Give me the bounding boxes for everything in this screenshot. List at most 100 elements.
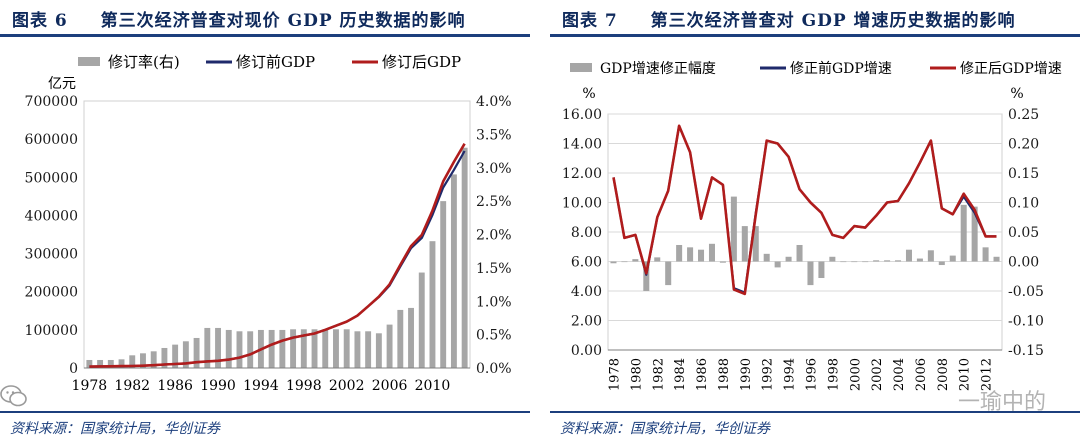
- bar: [873, 260, 880, 262]
- x-tick-label: 1998: [826, 358, 841, 391]
- bar: [763, 253, 770, 262]
- y-right-tick-label: 0.25: [1008, 107, 1039, 123]
- x-tick-label: 1996: [804, 358, 819, 391]
- y-left-unit: 亿元: [48, 76, 76, 92]
- figure-7-source: 资料来源：国家统计局，华创证券: [560, 421, 770, 437]
- bar: [440, 201, 447, 368]
- y-left-tick-label: 300000: [25, 247, 78, 263]
- bar: [375, 333, 382, 368]
- y-left-tick-label: 12.00: [562, 166, 602, 182]
- bar: [982, 247, 989, 262]
- bar: [97, 359, 104, 368]
- y-right-tick-label: -0.10: [1008, 314, 1044, 330]
- y-left-tick-label: 700000: [25, 94, 78, 110]
- bar: [621, 261, 628, 263]
- bar: [884, 260, 891, 262]
- bar: [632, 259, 639, 262]
- y-left-tick-label: 2.00: [571, 314, 602, 330]
- figure-6-label: 图表 6: [12, 11, 68, 31]
- y-left-tick-label: 200000: [25, 285, 78, 301]
- bar: [905, 249, 912, 262]
- bar: [829, 256, 836, 262]
- x-tick-label: 2010: [958, 358, 973, 391]
- x-tick-label: 2002: [870, 358, 885, 391]
- bar: [322, 329, 329, 368]
- bar: [343, 329, 350, 368]
- bar: [408, 307, 414, 368]
- bar: [300, 329, 307, 368]
- x-tick-label: 1992: [761, 358, 776, 391]
- figure-6-chart: 0 100000 200000 300000 400000 500000 600000 700…: [25, 53, 512, 394]
- bar: [927, 250, 934, 262]
- bar: [107, 359, 114, 368]
- bar: [429, 241, 436, 368]
- figure-7-title-text: 第三次经济普查对 GDP 增速历史数据的影响: [650, 11, 1016, 31]
- bar: [610, 261, 617, 264]
- bar: [450, 174, 457, 368]
- y-right-tick-label: 0.5%: [476, 328, 512, 344]
- bar: [687, 247, 694, 262]
- y-left-tick-label: 16.00: [562, 107, 602, 123]
- x-tick-label: 1988: [717, 358, 732, 391]
- bar: [840, 261, 847, 263]
- bar: [397, 309, 404, 368]
- bar: [862, 261, 869, 263]
- x-tick-label: 2006: [372, 378, 408, 394]
- y-right-tick-label: 3.0%: [476, 161, 512, 177]
- y-right-tick-label: 2.0%: [476, 228, 512, 244]
- bar: [730, 196, 737, 262]
- y-right-tick-label: 0.00: [1008, 255, 1039, 271]
- x-tick-label: 1984: [673, 358, 688, 391]
- y-left-tick-label: 0: [69, 361, 78, 377]
- x-tick-label: 1994: [243, 378, 279, 394]
- bar: [290, 329, 297, 368]
- bar: [654, 257, 661, 262]
- y-right-tick-label: 0.05: [1008, 225, 1039, 241]
- bar: [708, 243, 715, 262]
- bar: [851, 261, 858, 263]
- y-left-tick-label: 100000: [25, 323, 78, 339]
- bar: [665, 261, 672, 286]
- y-right-tick-label: 1.5%: [476, 261, 512, 277]
- bar: [949, 255, 956, 262]
- y-right-tick-label: 0.15: [1008, 166, 1039, 182]
- bar: [895, 260, 902, 262]
- bar: [247, 331, 254, 368]
- bar: [172, 344, 179, 368]
- bar: [916, 258, 923, 262]
- bar: [225, 329, 232, 368]
- x-tick-label: 1982: [651, 358, 666, 391]
- x-tick-label: 1994: [783, 358, 798, 391]
- bar: [150, 351, 157, 368]
- x-tick-label: 2008: [936, 358, 951, 391]
- bar: [182, 341, 189, 368]
- bar: [193, 337, 200, 368]
- y-right-unit: %: [1010, 86, 1023, 102]
- series-line-after: [89, 143, 466, 368]
- figure-7-panel: 图表 7 第三次经济普查对 GDP 增速历史数据的影响 0.00 2.00 4.00…: [550, 0, 1080, 446]
- y-left-tick-label: 500000: [25, 170, 78, 186]
- bar: [279, 329, 286, 368]
- y-right-tick-label: -0.15: [1008, 343, 1044, 359]
- x-tick-label: 1978: [72, 378, 108, 394]
- figure-6-source: 资料来源：国家统计局，华创证券: [10, 421, 220, 437]
- x-tick-label: 1986: [695, 358, 710, 391]
- bar: [418, 272, 425, 368]
- legend-swatch-bar: [570, 63, 592, 72]
- y-left-tick-label: 400000: [25, 208, 78, 224]
- series-line-after: [612, 124, 997, 296]
- bar: [676, 244, 683, 262]
- bar: [140, 353, 146, 368]
- bar: [971, 206, 978, 262]
- x-tick-label: 1986: [157, 378, 193, 394]
- bar: [643, 261, 650, 291]
- bar: [774, 261, 781, 268]
- figure-7-top-rule: [550, 34, 1080, 37]
- x-tick-label: 2002: [329, 378, 365, 394]
- legend-label: 修正后GDP增速: [960, 61, 1062, 77]
- y-left-tick-label: 14.00: [562, 137, 602, 153]
- figure-7-bottom-rule: [550, 411, 1080, 413]
- bar: [268, 329, 275, 368]
- x-tick-label: 1980: [629, 358, 644, 391]
- bar: [333, 329, 339, 368]
